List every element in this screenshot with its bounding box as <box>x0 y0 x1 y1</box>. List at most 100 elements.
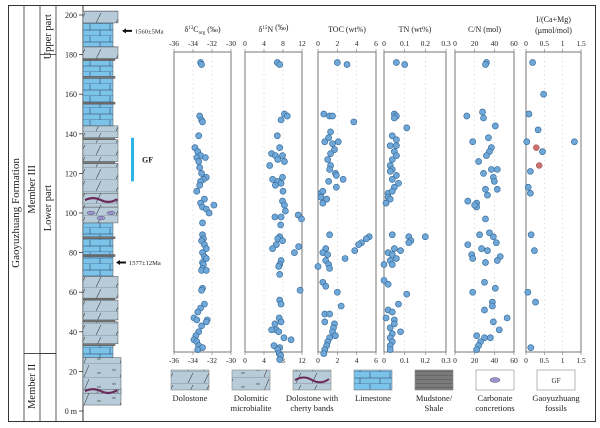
tick-label-top: 0 <box>453 39 457 48</box>
data-point <box>343 61 351 68</box>
data-point <box>469 138 477 146</box>
tick-label-top: 60 <box>510 39 518 48</box>
data-point <box>333 59 341 66</box>
data-point <box>390 245 398 252</box>
data-point <box>388 251 396 258</box>
data-point <box>333 172 340 179</box>
depth-tick-label: 100 <box>65 209 77 218</box>
bed-limestone <box>82 22 114 47</box>
legend-swatch-gf <box>536 369 576 391</box>
tick-label-bottom: 2 <box>335 356 339 365</box>
data-point <box>489 302 496 310</box>
data-point <box>469 288 477 296</box>
data-point <box>277 116 285 124</box>
bed-concretion <box>82 206 119 224</box>
legend-label: Shale <box>425 403 444 413</box>
panel-i: 0 0 0.5 0.5 1 1 1.5 1.5 I/(Ca+Mg) (μmol/mol) <box>523 15 586 365</box>
data-point <box>527 344 535 351</box>
tick-label-bottom: -30 <box>226 356 236 365</box>
data-point <box>337 302 345 310</box>
tick-label-top: -30 <box>226 39 236 48</box>
data-point <box>540 90 547 98</box>
tick-label-bottom: 0 <box>524 356 528 365</box>
data-point <box>484 247 491 254</box>
data-point <box>319 199 327 207</box>
data-point <box>479 108 486 116</box>
gf-label: GF <box>142 156 153 165</box>
bed-limestone <box>82 256 114 277</box>
data-point <box>319 187 327 195</box>
tick-label-top: 0.1 <box>400 39 410 48</box>
data-point <box>210 201 218 209</box>
data-point <box>527 168 534 175</box>
data-point <box>480 170 487 177</box>
data-point <box>384 280 392 288</box>
bed-mudstone <box>82 297 116 301</box>
legend-label: Carbonate <box>478 393 513 403</box>
data-point <box>464 197 472 205</box>
legend-swatch-mudstone <box>414 369 454 391</box>
concretion-icon <box>96 215 106 220</box>
data-point <box>298 215 305 223</box>
data-point <box>388 231 396 239</box>
panel-frame <box>525 51 582 353</box>
tick-label-top: -36 <box>169 39 179 48</box>
tick-label-top: 0 <box>316 39 320 48</box>
depth-tick-label: 200 <box>65 11 77 20</box>
legend-label: Mudstone/ <box>416 393 453 403</box>
data-point <box>282 207 289 215</box>
data-point <box>277 179 285 187</box>
data-point <box>331 146 338 153</box>
data-point <box>473 346 480 353</box>
data-point <box>317 193 325 201</box>
data-point <box>273 241 280 249</box>
legend-label: Dolomitic <box>234 393 269 403</box>
panel-title: TOC (wt%) <box>328 25 366 34</box>
data-point <box>476 231 483 239</box>
data-point <box>393 172 400 179</box>
data-point <box>325 134 332 142</box>
depth-tick-label: 40 <box>69 328 77 337</box>
bed-mudstone <box>82 236 116 239</box>
tick-label-bottom: 1.5 <box>576 356 586 365</box>
data-point <box>487 334 494 342</box>
data-point <box>326 166 333 173</box>
data-point <box>484 191 491 199</box>
tick-label-top: 0 <box>243 39 247 48</box>
member-iii-label: Member III <box>27 164 38 213</box>
data-point <box>532 298 539 306</box>
panel-title: δ13Corg (‰) <box>184 25 220 36</box>
depth-tick-label: 0 m <box>65 407 78 416</box>
bed-limestone <box>82 222 114 238</box>
bed-mudstone <box>82 58 116 61</box>
concretion-icon <box>86 210 96 215</box>
age-label: 1560±5Ma <box>135 28 164 35</box>
tick-label-top: -34 <box>188 39 198 48</box>
data-point <box>281 158 288 165</box>
data-point <box>388 261 396 268</box>
data-point <box>350 118 358 126</box>
bed-limestone <box>82 345 114 358</box>
tick-label-top: 40 <box>491 39 499 48</box>
tick-label-bottom: 0 <box>243 356 247 365</box>
tick-label-bottom: 4 <box>355 356 359 365</box>
legend-label: fossils <box>545 403 567 413</box>
data-point <box>355 241 362 249</box>
data-point <box>202 267 210 274</box>
bed-mudstone <box>82 319 116 323</box>
data-point <box>201 300 208 308</box>
tick-label-bottom: 40 <box>491 356 499 365</box>
data-point <box>478 245 485 252</box>
tick-label-top: 4 <box>355 39 359 48</box>
bed-microbialite <box>82 357 122 406</box>
data-point <box>388 156 396 163</box>
tick-label-bottom: -32 <box>207 356 217 365</box>
data-point <box>277 213 285 221</box>
data-point <box>403 290 411 298</box>
data-point <box>202 154 209 161</box>
data-point <box>388 132 396 140</box>
data-point <box>276 356 284 363</box>
gf-range-bar <box>131 137 134 182</box>
data-point <box>403 124 411 132</box>
